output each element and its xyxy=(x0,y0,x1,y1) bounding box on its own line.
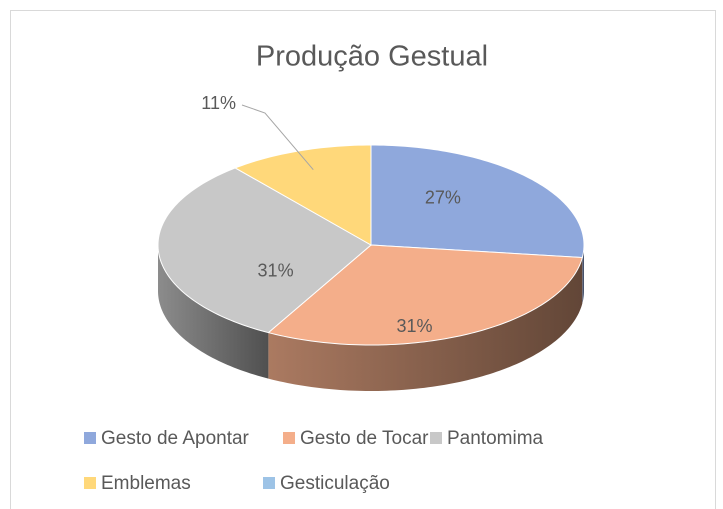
legend-swatch xyxy=(263,477,275,489)
data-label: 31% xyxy=(258,260,294,280)
slice-side xyxy=(268,257,583,391)
legend-label: Pantomima xyxy=(447,428,544,449)
legend-label: Gesticulação xyxy=(280,473,390,494)
legend-swatch xyxy=(283,432,295,444)
legend-label: Gesto de Tocar xyxy=(300,428,429,449)
legend-swatch xyxy=(84,477,96,489)
slice-top xyxy=(234,144,372,246)
slice-top xyxy=(267,244,583,346)
leader-line xyxy=(241,104,314,171)
slice xyxy=(234,144,372,246)
slice xyxy=(370,144,585,304)
legend-label: Emblemas xyxy=(101,473,191,494)
legend-swatch xyxy=(84,432,96,444)
legend-swatch xyxy=(430,432,442,444)
slice-side xyxy=(158,245,269,379)
slice xyxy=(267,244,583,391)
data-label: 27% xyxy=(425,187,461,207)
data-label: 11% xyxy=(201,93,236,113)
chart-title: Produção Gestual xyxy=(256,41,488,73)
data-label: 31% xyxy=(396,316,432,336)
legend-label: Gesto de Apontar xyxy=(101,428,250,449)
slice xyxy=(157,167,372,379)
slice-side xyxy=(582,245,584,304)
slice-top xyxy=(370,144,585,259)
slice-top xyxy=(157,167,372,334)
